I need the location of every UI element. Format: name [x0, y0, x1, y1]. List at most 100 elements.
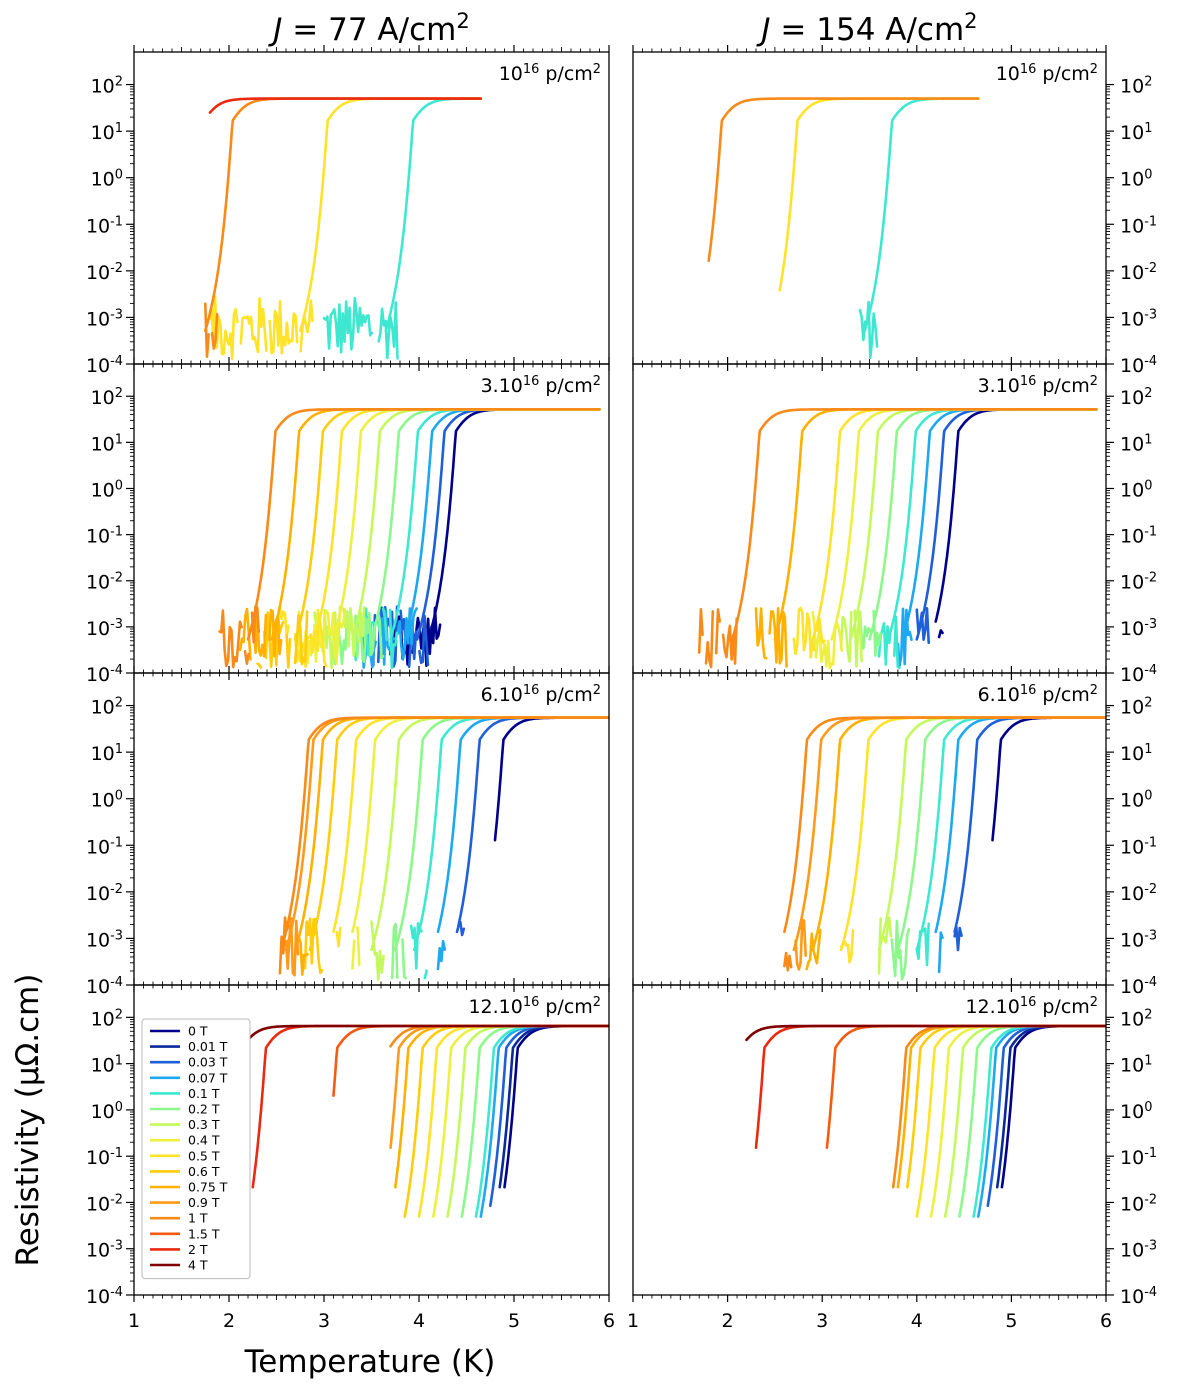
y-tick-label: 10-3 — [86, 1238, 123, 1262]
y-tick-label: 10-1 — [86, 524, 123, 548]
legend-entry: 0.03 T — [188, 1055, 228, 1070]
panel-curves — [246, 1024, 609, 1218]
y-tick-label: 100 — [91, 167, 123, 191]
y-tick-label: 10-1 — [1120, 835, 1157, 859]
panel-curves — [204, 97, 482, 361]
y-tick-label: 102 — [91, 386, 123, 410]
panel-fluence-label: 12.1016 p/cm2 — [965, 995, 1098, 1019]
y-tick-label: 101 — [91, 121, 123, 145]
legend-entry: 0.07 T — [188, 1070, 228, 1085]
legend-entry: 0.6 T — [188, 1164, 220, 1179]
legend-entry: 0.2 T — [188, 1102, 220, 1117]
y-tick-label: 10-1 — [86, 1146, 123, 1170]
y-tick-label: 10-3 — [86, 616, 123, 640]
x-tick-label: 1 — [627, 1310, 639, 1332]
y-tick-label: 10-2 — [1120, 881, 1157, 905]
curve-0p5T — [208, 97, 482, 361]
legend-box — [141, 1018, 251, 1280]
legend-entry: 1 T — [188, 1211, 208, 1226]
panel-fluence-label: 12.1016 p/cm2 — [468, 995, 601, 1019]
y-tick-label: 10-4 — [1120, 663, 1157, 687]
legend-entry: 0.3 T — [188, 1117, 220, 1132]
legend-entry: 0 T — [188, 1024, 208, 1039]
y-tick-label: 10-4 — [86, 1285, 123, 1309]
panel-fluence-label: 6.1016 p/cm2 — [978, 683, 1098, 707]
y-tick-label: 10-4 — [1120, 1285, 1157, 1309]
y-tick-label: 101 — [91, 432, 123, 456]
y-tick-label: 10-1 — [1120, 1146, 1157, 1170]
y-tick-label: 102 — [91, 74, 123, 98]
panel-curves — [218, 408, 601, 670]
y-tick-label: 10-1 — [86, 835, 123, 859]
legend-entry: 0.01 T — [188, 1039, 228, 1054]
x-tick-label: 3 — [318, 1310, 330, 1332]
panel-fluence-label: 1016 p/cm2 — [499, 62, 601, 86]
legend-entry: 0.5 T — [188, 1148, 220, 1163]
legend-entry: 0.1 T — [188, 1086, 220, 1101]
y-tick-label: 10-4 — [1120, 354, 1157, 378]
x-axis-title: Temperature (K) — [244, 1344, 496, 1380]
curve-1T — [697, 408, 1098, 669]
panel-r2-c1: 10-4 10-3 10-2 10-1 100 101 102 6.1016 p/cm2 — [632, 666, 1157, 998]
panel-curves — [697, 408, 1098, 670]
legend-entry: 0.4 T — [188, 1133, 220, 1148]
panel-fluence-label: 3.1016 p/cm2 — [481, 374, 601, 398]
curve-4T — [246, 1024, 609, 1042]
x-tick-label: 6 — [603, 1310, 615, 1332]
y-tick-label: 101 — [1120, 121, 1152, 145]
curve-1T — [218, 408, 601, 669]
panel-curves — [278, 716, 609, 981]
panel-curves — [783, 716, 1106, 981]
y-tick-label: 10-3 — [1120, 307, 1157, 331]
y-tick-label: 101 — [1120, 1053, 1152, 1077]
y-tick-label: 10-3 — [1120, 616, 1157, 640]
x-tick-label: 3 — [816, 1310, 828, 1332]
curve-4T — [745, 1024, 1106, 1042]
legend-entry: 4 T — [188, 1258, 208, 1273]
y-tick-label: 10-3 — [1120, 1238, 1157, 1262]
y-tick-label: 101 — [91, 1053, 123, 1077]
y-tick-label: 10-3 — [86, 928, 123, 952]
legend-entry: 0.9 T — [188, 1195, 220, 1210]
y-tick-label: 10-1 — [86, 214, 123, 238]
curve-0p75T — [238, 408, 601, 661]
y-tick-label: 100 — [91, 788, 123, 812]
legend: 0 T0.01 T0.03 T0.07 T0.1 T0.2 T0.3 T0.4 … — [141, 1018, 251, 1280]
y-tick-label: 102 — [1120, 74, 1152, 98]
column-title: J = 154 A/cm2 — [755, 8, 977, 49]
x-tick-label: 2 — [722, 1310, 734, 1332]
legend-entry: 0.75 T — [188, 1180, 228, 1195]
x-tick-label: 5 — [1005, 1310, 1017, 1332]
x-tick-label: 4 — [413, 1310, 425, 1332]
y-tick-label: 10-2 — [86, 260, 123, 284]
panel-r3-c0: 10-4 10-3 10-2 10-1 100 101 102 12.1016 p/cm2 1 2… — [86, 978, 615, 1332]
curve-1T — [707, 97, 980, 263]
y-tick-label: 10-2 — [1120, 570, 1157, 594]
y-tick-label: 10-3 — [86, 307, 123, 331]
panel-fluence-label: 1016 p/cm2 — [996, 62, 1098, 86]
x-tick-label: 6 — [1100, 1310, 1112, 1332]
y-tick-label: 10-2 — [86, 570, 123, 594]
y-tick-label: 10-2 — [86, 1192, 123, 1216]
y-tick-label: 102 — [1120, 695, 1152, 719]
y-tick-label: 102 — [91, 695, 123, 719]
y-tick-label: 10-4 — [86, 975, 123, 999]
y-tick-label: 100 — [1120, 788, 1152, 812]
panel-fluence-label: 3.1016 p/cm2 — [978, 374, 1098, 398]
y-axis-title: Resistivity (μΩ.cm) — [10, 974, 46, 1267]
y-tick-label: 10-3 — [1120, 928, 1157, 952]
legend-entry: 1.5 T — [188, 1226, 220, 1241]
y-tick-label: 101 — [91, 742, 123, 766]
x-tick-label: 2 — [223, 1310, 235, 1332]
x-tick-label: 1 — [128, 1310, 140, 1332]
y-tick-label: 10-1 — [1120, 524, 1157, 548]
panel-curves — [707, 97, 980, 360]
y-tick-label: 102 — [1120, 386, 1152, 410]
y-tick-label: 100 — [91, 478, 123, 502]
panel-fluence-label: 6.1016 p/cm2 — [481, 683, 601, 707]
column-title: J = 77 A/cm2 — [267, 8, 469, 49]
y-tick-label: 102 — [1120, 1007, 1152, 1031]
panel-curves — [745, 1024, 1106, 1218]
y-tick-label: 100 — [1120, 167, 1152, 191]
